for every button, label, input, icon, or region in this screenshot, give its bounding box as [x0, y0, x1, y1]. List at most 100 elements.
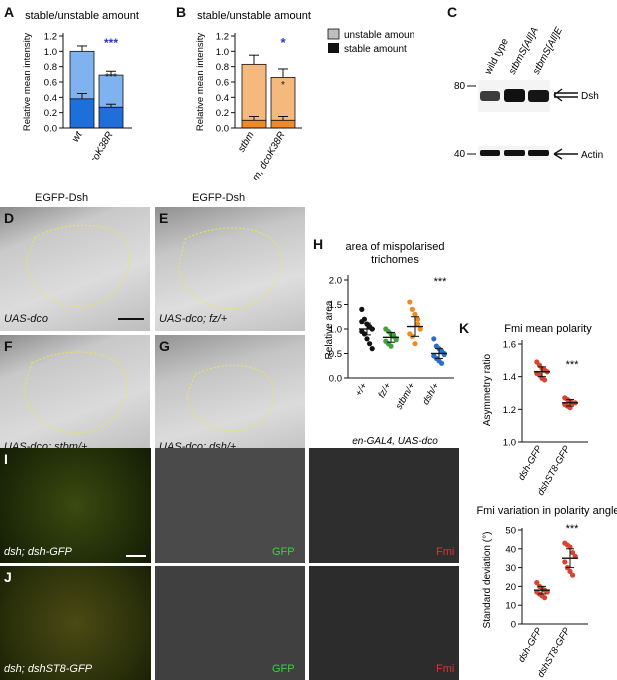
panel-a-chart: stable/unstable amount Relative mean int…: [22, 10, 139, 160]
panel-j-genotype: dsh; dshST8-GFP: [4, 663, 93, 675]
panel-h-point-2-1: [409, 306, 415, 312]
panel-h-point-2-7: [412, 341, 418, 347]
panel-h-point-2-4: [417, 326, 423, 332]
panel-a-xtick-dco: dcoK38R: [86, 130, 116, 160]
panel-k-ytick-label-2: 1.4: [503, 372, 516, 383]
panel-h-footer: en-GAL4, UAS-dco: [352, 436, 438, 447]
panel-b-chart: stable/unstable amount Relative mean int…: [195, 10, 414, 180]
panel-g-trichome-region: [186, 364, 275, 432]
panel-k2-point-0-8: [542, 595, 548, 601]
panel-i-merge-image: [0, 448, 151, 563]
panel-h-xtick-2: stbm/+: [394, 381, 418, 412]
panel-h-chart: area of mispolarised trichomes Relative …: [324, 241, 454, 447]
panel-b-bar-unstable-1: [270, 77, 296, 121]
panel-h-point-1-7: [388, 343, 394, 349]
panel-k-sig: ***: [566, 359, 580, 371]
panel-h-xtick-1: fz/+: [376, 381, 394, 400]
panel-h-point-0-0: [359, 306, 365, 312]
panel-b-bar-unstable-0: [241, 63, 267, 121]
panel-k2-ytick-label-1: 10: [505, 601, 516, 612]
dsh-band-wild-type: [480, 91, 500, 101]
panel-a-ytick-label-5: 1.0: [44, 47, 57, 58]
panel-h-point-3-9: [441, 351, 447, 358]
panel-k2-ylabel: Standard deviation (°): [482, 532, 493, 629]
panel-k2-chart: Fmi variation in polarity angle Standard…: [476, 505, 617, 680]
panel-f-image: [0, 335, 150, 459]
panel-k2-point-1-8: [570, 572, 576, 578]
panel-label-i: I: [4, 451, 8, 467]
panel-h-point-0-9: [369, 346, 375, 352]
panel-h-xtick-3: dsh/+: [420, 381, 442, 407]
panel-f-trichome-region: [23, 351, 128, 434]
panel-i-scale-bar: [126, 555, 146, 557]
panel-b-ytick-label-1: 0.2: [216, 108, 229, 119]
panel-a-bar-unstable-1: [98, 74, 124, 108]
panel-h-ytick-label-4: 2.0: [329, 276, 342, 287]
legend-swatch-stable: [328, 43, 339, 53]
panel-k2-title: Fmi variation in polarity angle: [476, 505, 617, 517]
panel-h-point-0-6: [361, 331, 367, 337]
panel-k2-ytick-label-5: 50: [505, 526, 516, 537]
panel-j-gfp-image: [155, 566, 305, 680]
panel-h-point-3-8: [439, 360, 445, 366]
mw-marker-40: 40: [454, 149, 466, 160]
panel-h-ytick-label-0: 0.0: [329, 374, 342, 385]
panel-a-bar-stable-0: [69, 98, 95, 129]
panel-k2-point-1-7: [567, 568, 573, 574]
panel-b-sig-inner: *: [281, 80, 285, 91]
panel-k-ylabel: Asymmetry ratio: [482, 353, 493, 426]
panel-h-ytick-label-2: 1.0: [329, 325, 342, 336]
panel-h-point-2-8: [415, 316, 421, 322]
panel-a-ylabel: Relative mean intensity: [22, 33, 33, 131]
panel-b-ytick-label-6: 1.2: [216, 32, 229, 43]
panel-label-d: D: [4, 210, 15, 226]
panel-label-k: K: [459, 320, 470, 336]
panel-h-title-line1: area of mispolarised: [345, 241, 444, 253]
panel-c-blot: wild type stbmS[All]A stbmS[All]E 80 Dsh…: [454, 25, 603, 161]
panel-label-g: G: [159, 338, 170, 354]
panel-a-title: stable/unstable amount: [25, 10, 139, 22]
panel-h-ylabel: Relative area: [324, 300, 335, 359]
panel-b-ytick-label-5: 1.0: [216, 47, 229, 58]
panel-k2-ytick-label-3: 30: [505, 563, 516, 574]
panel-label-b: B: [176, 4, 187, 20]
panel-j-channel-gfp: GFP: [272, 663, 295, 675]
panel-e-image: [155, 207, 305, 331]
panel-e-header: EGFP-Dsh: [192, 192, 246, 204]
panel-k-title: Fmi mean polarity: [504, 323, 592, 335]
panel-label-h: H: [313, 236, 324, 252]
panel-b-bar-stable-1: [270, 119, 296, 129]
panel-h-ytick-label-3: 1.5: [329, 300, 342, 311]
dsh-band-stbm-e: [528, 90, 549, 102]
panel-k-chart: Fmi mean polarity Asymmetry ratio 1.0 1.2…: [482, 323, 592, 498]
panel-i-fmi-image: [309, 448, 459, 563]
panel-h-point-2-2: [412, 311, 418, 317]
panel-a-bar-stable-1: [98, 106, 124, 129]
panel-a-ytick-label-2: 0.4: [44, 93, 57, 104]
panel-g-image: [155, 335, 305, 459]
panel-j-channel-fmi: Fmi: [436, 663, 455, 675]
panel-a-ytick-label-0: 0.0: [44, 124, 57, 135]
legend-label-unstable: unstable amount: [344, 30, 414, 41]
panel-e-trichome-region: [178, 227, 282, 310]
panel-b-sig-top: *: [280, 35, 286, 50]
panel-k-ytick-label-0: 1.0: [503, 438, 516, 449]
panel-b-ytick-label-3: 0.6: [216, 78, 229, 89]
panel-i-channel-fmi: Fmi: [436, 546, 455, 558]
panel-b-title: stable/unstable amount: [197, 10, 311, 22]
panel-h-point-2-3: [415, 321, 421, 327]
panel-b-ytick-label-2: 0.4: [216, 93, 229, 104]
panel-i-genotype: dsh; dsh-GFP: [4, 546, 72, 558]
panel-h-sig: ***: [434, 276, 448, 288]
panel-k2-ytick-label-0: 0: [511, 620, 516, 631]
panel-b-ytick-label-4: 0.8: [216, 62, 229, 73]
panel-d-header: EGFP-Dsh: [35, 192, 89, 204]
dsh-band-label: Dsh: [581, 91, 599, 102]
panel-k2-point-1-5: [562, 559, 568, 565]
actin-band-stbm-a: [504, 150, 525, 156]
panel-a-ytick-label-3: 0.6: [44, 78, 57, 89]
panel-label-f: F: [4, 338, 13, 354]
panel-d-image: [0, 207, 150, 331]
panel-a-sig-top: ***: [104, 36, 118, 50]
panel-label-e: E: [159, 210, 169, 226]
